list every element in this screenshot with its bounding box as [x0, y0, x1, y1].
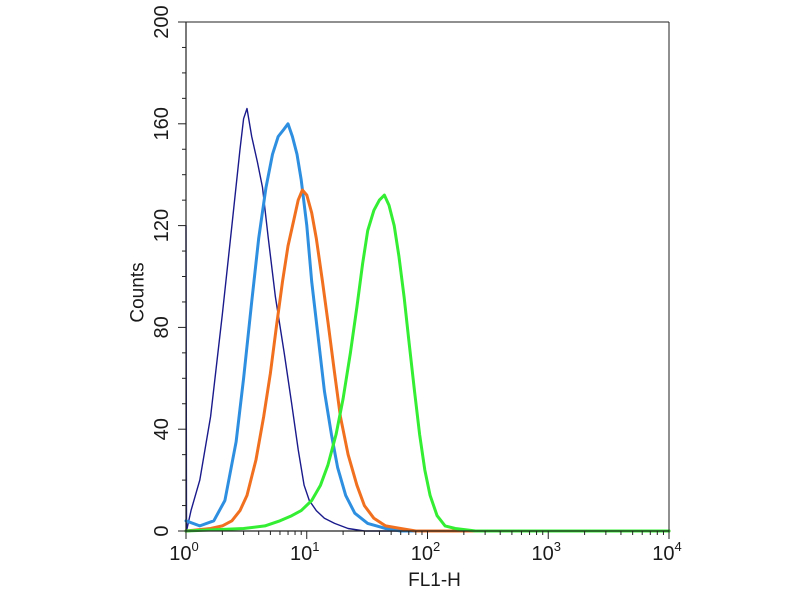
y-axis-title: Counts — [128, 262, 149, 322]
y-tick-label: 40 — [151, 418, 173, 440]
x-tick-label: 104 — [652, 539, 681, 565]
histogram-series-2 — [184, 122, 671, 533]
x-tick-label: 102 — [411, 539, 440, 565]
x-tick-label: 101 — [290, 539, 319, 565]
histogram-series-4 — [184, 193, 671, 533]
x-tick-label: 100 — [169, 539, 198, 565]
histogram-series-1 — [185, 107, 670, 532]
y-tick-label: 0 — [151, 525, 173, 536]
plot-area — [186, 22, 669, 531]
y-tick-label: 200 — [151, 5, 173, 38]
y-tick-label: 120 — [151, 209, 173, 242]
y-tick-label: 80 — [151, 316, 173, 338]
y-tick-label: 160 — [151, 107, 173, 140]
histogram-series-3 — [184, 188, 671, 533]
x-axis-title: FL1-H — [408, 570, 461, 591]
x-tick-label: 103 — [532, 539, 561, 565]
